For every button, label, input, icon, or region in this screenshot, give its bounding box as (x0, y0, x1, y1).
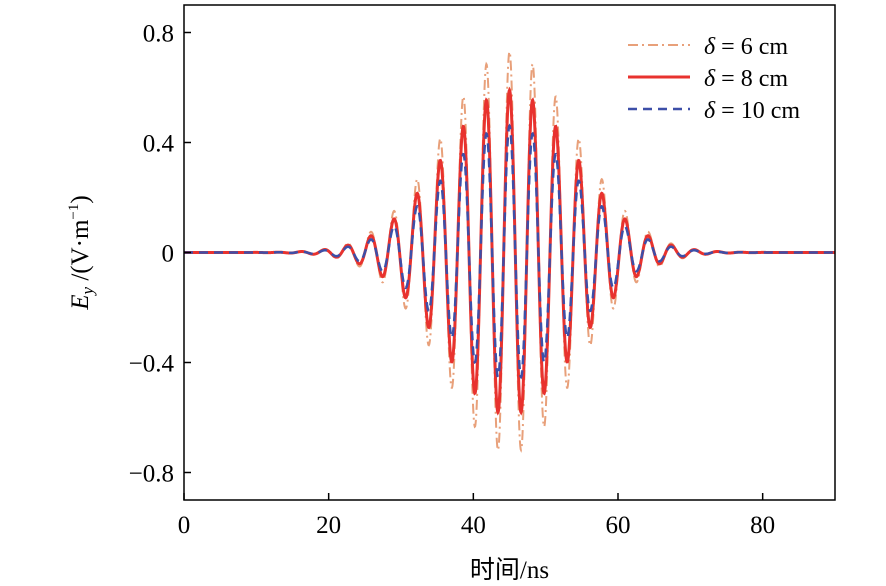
y-axis-unit-close: ) (67, 195, 94, 203)
ticks-layer: 0 20 40 60 80 0.8 0.4 0 −0.4 −0.8 (129, 21, 776, 540)
x-tick-label: 0 (178, 512, 191, 539)
y-axis-symbol: E (67, 294, 94, 310)
y-tick-label: 0.4 (143, 131, 175, 158)
x-tick-label: 40 (461, 512, 486, 539)
y-tick-label: 0.8 (143, 21, 174, 48)
y-tick-label: −0.8 (129, 461, 174, 488)
legend: δ = 6 cm δ = 8 cm δ = 10 cm (628, 34, 800, 124)
series-line (184, 123, 835, 380)
legend-label: δ = 10 cm (704, 98, 800, 124)
legend-label: δ = 8 cm (704, 66, 788, 92)
x-axis-title: 时间/ns (470, 556, 549, 584)
x-tick-label: 80 (750, 512, 775, 539)
y-axis-unit: /(V·m (67, 219, 94, 287)
x-tick-label: 20 (316, 512, 341, 539)
legend-label: δ = 6 cm (704, 34, 788, 60)
y-axis-unit-exponent: −1 (66, 204, 82, 220)
y-tick-label: −0.4 (129, 351, 175, 378)
series-layer (184, 48, 835, 453)
y-axis-title: Ey /(V·m−1) (66, 195, 97, 310)
x-tick-label: 60 (606, 512, 631, 539)
y-axis-subscript: y (78, 286, 97, 296)
y-tick-label: 0 (162, 241, 175, 268)
